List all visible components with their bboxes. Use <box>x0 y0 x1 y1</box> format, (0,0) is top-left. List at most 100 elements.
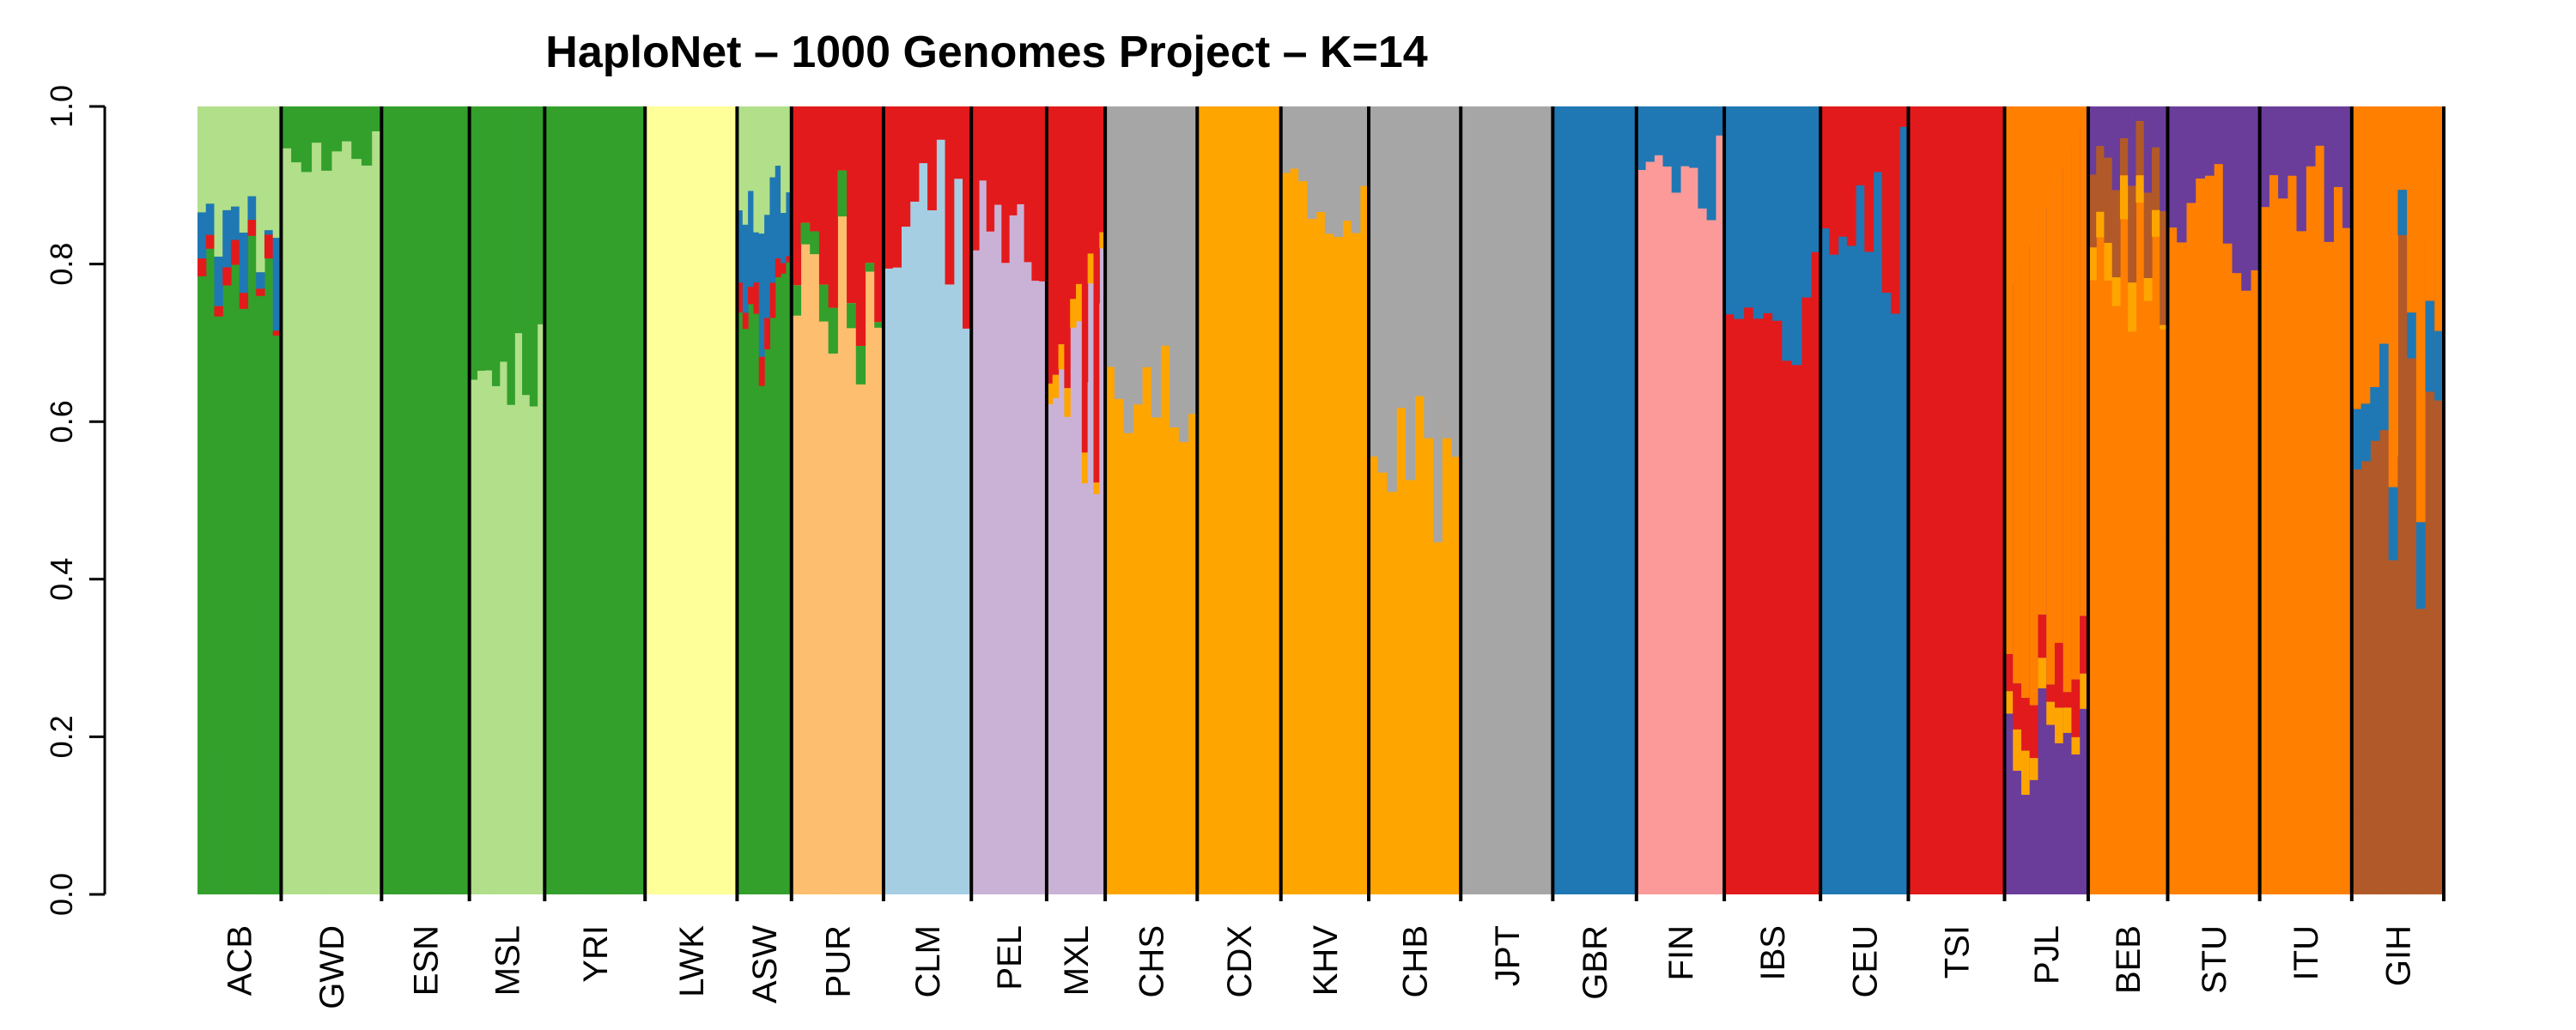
bar-gold <box>1081 452 1089 484</box>
bar-base-tsi <box>1908 106 2005 894</box>
bar-red <box>1810 579 1821 894</box>
bar-dark-green <box>222 724 232 894</box>
bar-dark-green <box>264 570 274 894</box>
bar-red <box>1024 106 1032 263</box>
bar-blue <box>1636 106 1646 171</box>
bar-red <box>737 282 744 313</box>
bar-purple <box>2143 106 2153 193</box>
bar-blue <box>1724 106 1735 315</box>
bar-gray <box>1315 106 1326 213</box>
bar-brown <box>2160 211 2169 325</box>
bar-gold <box>1093 482 1100 494</box>
bar-orange <box>2388 106 2399 488</box>
bar-gold <box>2096 211 2105 238</box>
bar-yellow <box>672 888 683 894</box>
bar-gray <box>1170 106 1180 428</box>
bar-orange <box>2333 738 2343 894</box>
bar-blue <box>264 230 274 235</box>
bar-blue <box>1782 106 1793 361</box>
bar-light-orange <box>810 649 820 894</box>
population-acb <box>197 106 283 894</box>
y-tick-label: 1.0 <box>44 85 79 128</box>
bar-light-green <box>272 106 283 239</box>
population-gwd <box>281 106 382 894</box>
x-tick-label: KHV <box>1307 925 1345 997</box>
bar-red <box>1995 870 2006 894</box>
bar-pink <box>1706 775 1716 894</box>
bar-dark-green <box>321 106 332 171</box>
bar-lavender <box>1052 618 1060 894</box>
bar-orange <box>2379 106 2390 344</box>
bar-gold <box>2038 657 2047 688</box>
bar-light-orange <box>865 386 875 894</box>
bar-light-blue <box>909 670 920 894</box>
bar-gray <box>1141 106 1152 367</box>
bar-purple <box>2104 106 2113 158</box>
bar-red <box>247 220 257 236</box>
bar-dark-green <box>205 785 216 894</box>
bar-blue <box>1772 106 1783 321</box>
bar-gold <box>1377 627 1388 894</box>
bar-pink <box>1654 864 1664 894</box>
bar-orange <box>2111 670 2121 894</box>
bar-orange <box>2306 791 2316 894</box>
bar-gray <box>1516 888 1526 894</box>
population-stu <box>2167 106 2261 894</box>
bar-purple <box>2314 106 2325 146</box>
bar-red <box>1734 754 1745 894</box>
bar-gold <box>2063 707 2073 733</box>
bar-gray <box>1369 106 1379 457</box>
bar-dark-green <box>537 106 545 324</box>
bar-orange <box>2370 106 2380 387</box>
bar-gray <box>1105 106 1115 367</box>
bar-gray <box>1506 889 1517 894</box>
bar-brown <box>2360 743 2371 894</box>
bar-blue <box>1628 886 1637 894</box>
bar-red <box>230 239 240 265</box>
bar-gold <box>2160 324 2169 330</box>
bar-light-orange <box>800 693 811 894</box>
bar-yellow <box>727 878 738 894</box>
bar-dark-green <box>742 649 749 894</box>
bar-blue <box>748 191 755 288</box>
y-tick-label: 0.6 <box>44 400 79 443</box>
population-chb <box>1369 106 1461 894</box>
bar-gray <box>1424 106 1434 439</box>
bar-lavender <box>1046 657 1054 894</box>
bar-light-green <box>514 592 523 894</box>
population-jpt <box>1461 106 1553 894</box>
x-tick-label: ACB <box>222 925 259 996</box>
bar-orange <box>2128 627 2137 894</box>
bar-red <box>962 106 972 329</box>
bar-dark-green <box>529 106 538 407</box>
bar-purple <box>2160 106 2169 212</box>
bar-blue <box>239 233 249 294</box>
bar-brown <box>2087 174 2097 248</box>
population-gih <box>2351 106 2445 895</box>
bar-purple <box>2128 106 2137 186</box>
bar-orange <box>2415 106 2427 523</box>
bar-red <box>1762 688 1773 894</box>
bar-dark-green <box>753 553 760 894</box>
bar-blue <box>1577 891 1587 894</box>
bar-orange <box>2096 714 2105 894</box>
bar-red <box>1846 106 1856 246</box>
bar-dark-green <box>256 601 265 894</box>
bar-purple <box>2306 106 2316 167</box>
bar-orange <box>2087 736 2097 894</box>
bar-red <box>953 106 963 179</box>
bar-purple <box>2204 106 2215 176</box>
bar-red <box>918 106 928 164</box>
x-tick-label: ITU <box>2287 925 2325 980</box>
bar-blue <box>1569 892 1579 894</box>
x-tick-label: GWD <box>313 925 351 1009</box>
bar-dark-green <box>398 892 409 894</box>
bar-purple <box>2250 106 2261 270</box>
bar-orange <box>2214 755 2224 894</box>
bar-purple <box>2096 106 2105 147</box>
bar-red <box>791 106 802 286</box>
bar-blue <box>1881 710 1892 894</box>
bar-dark-green <box>247 632 257 894</box>
x-tick-label: BEB <box>2110 925 2148 994</box>
bar-red <box>892 106 902 268</box>
